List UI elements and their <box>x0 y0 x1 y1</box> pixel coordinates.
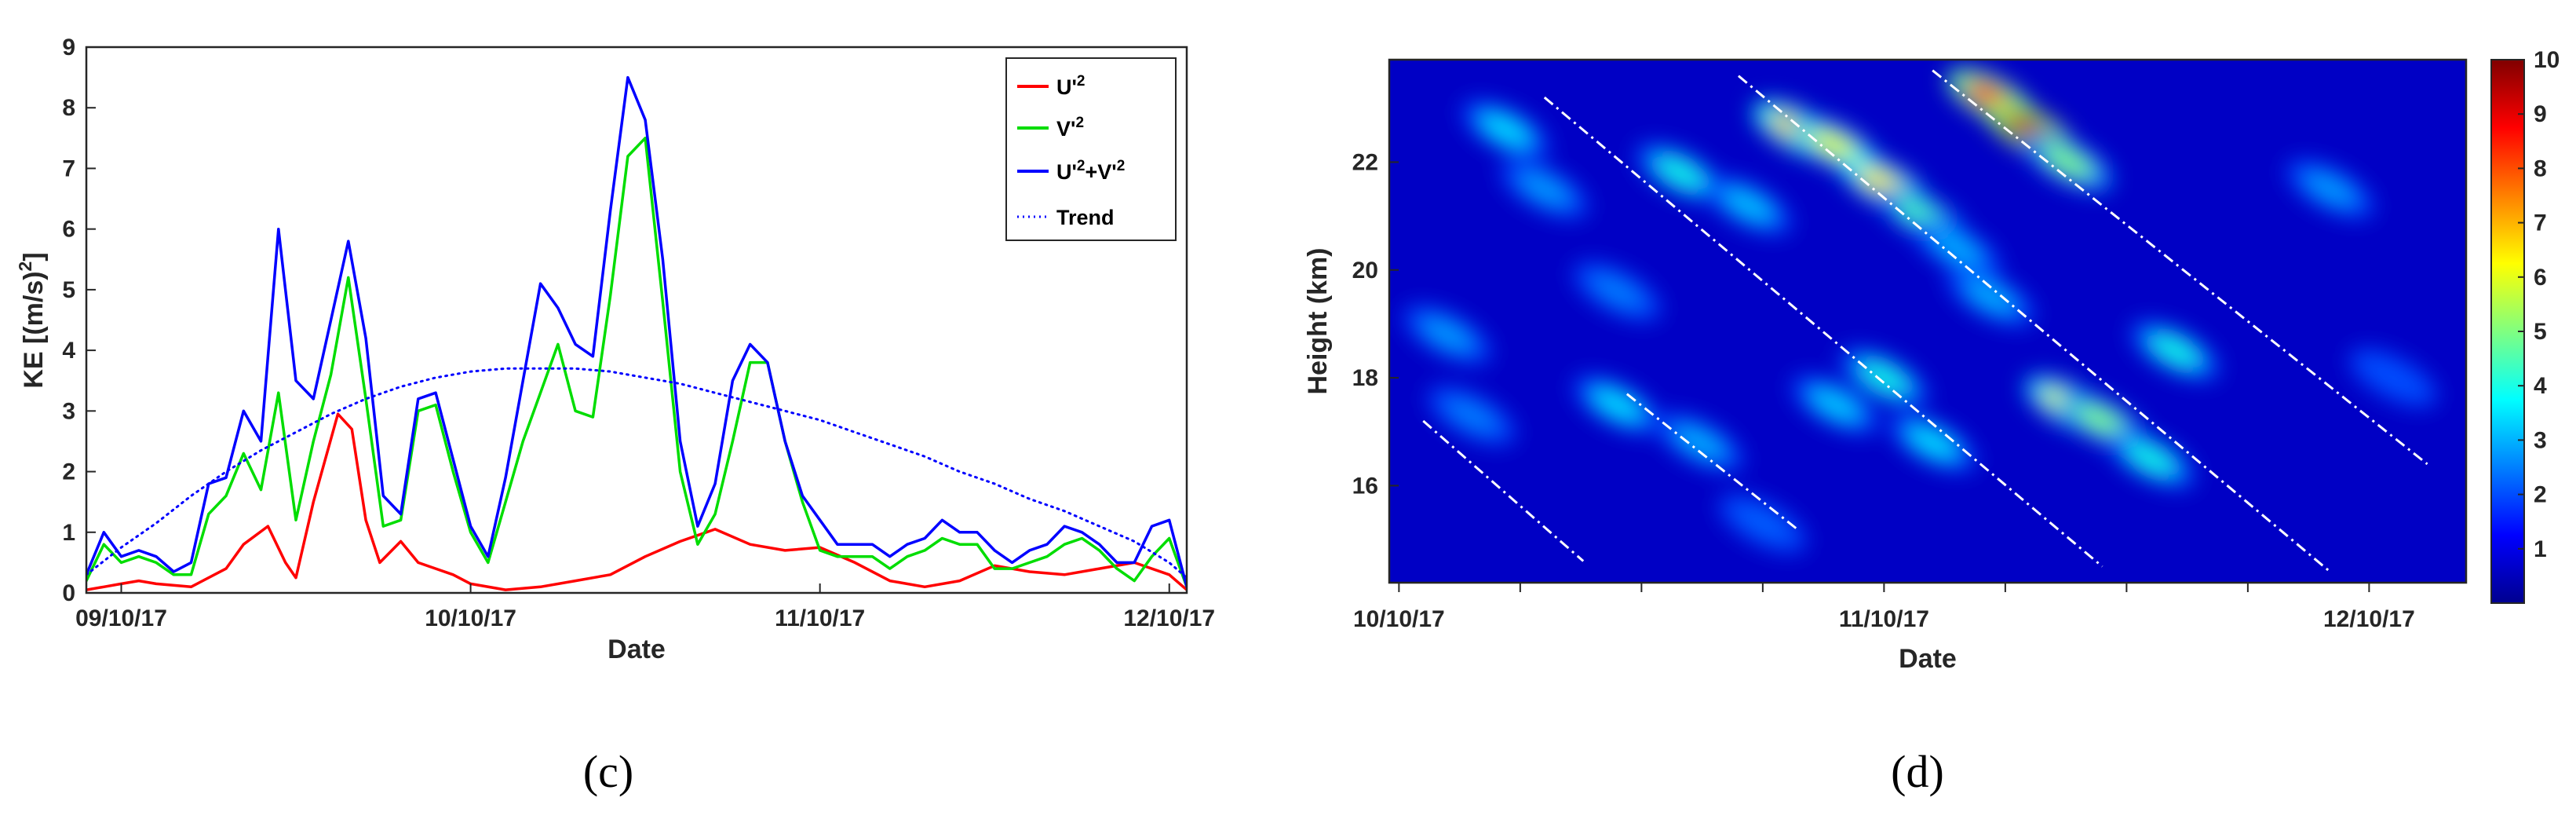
heatmap-y-ticks: 16 18 20 22 <box>1352 149 1399 499</box>
heatmap-feature-core <box>1480 112 1531 147</box>
colorbar <box>2490 59 2525 604</box>
colorbar-tick-label: 5 <box>2534 319 2547 345</box>
chart-c-x-ticks: 09/10/17 10/10/17 11/10/17 12/10/17 <box>75 583 1215 631</box>
colorbar-tick-label: 4 <box>2534 373 2547 399</box>
chart-c-y-tick-label: 3 <box>62 398 75 424</box>
chart-c-series-group <box>86 75 1187 591</box>
heatmap-feature-core <box>2125 441 2176 476</box>
heatmap-trend-line-4 <box>1932 69 2428 466</box>
colorbar-tick-label: 10 <box>2534 47 2560 73</box>
chart-c-y-tick-label: 9 <box>62 35 75 60</box>
line-chart-panel-c: 0 1 2 3 4 5 6 7 8 9 09/10/17 10/10/17 11/10/17 12/10… <box>15 35 1215 797</box>
legend-label-v2: V'2 <box>1056 115 1084 141</box>
heatmap-x-ticks: 10/10/17 11/10/17 12/10/17 <box>1353 583 2415 632</box>
heatmap-feature-core <box>1655 155 1706 190</box>
heatmap-features <box>1403 68 2438 553</box>
legend-label-u2: U'2 <box>1056 73 1085 99</box>
heatmap-feature-core <box>2042 144 2094 179</box>
heatmap-x-tick-label: 10/10/17 <box>1353 606 1445 632</box>
chart-c-y-tick-label: 2 <box>62 459 75 485</box>
heatmap-x-tick-label: 11/10/17 <box>1839 606 1929 632</box>
chart-c-y-tick-label: 5 <box>62 277 75 303</box>
legend-label-sum: U'2+V'2 <box>1056 158 1125 184</box>
heatmap-trend-line-1 <box>1626 393 1798 530</box>
heatmap-trend-line-3 <box>1738 75 2331 573</box>
heatmap-axes-box <box>1388 58 2468 584</box>
heatmap-trend-lines <box>1422 69 2428 573</box>
heatmap-feature-core <box>1591 274 1644 309</box>
heatmap-feature-core <box>1737 507 1789 540</box>
chart-c-x-axis-label: Date <box>608 635 666 664</box>
colorbar-ticks: 1 2 3 4 5 6 7 8 9 10 <box>2518 47 2560 562</box>
chart-c-y-tick-label: 8 <box>62 95 75 121</box>
chart-c-x-tick-label: 09/10/17 <box>75 605 167 631</box>
heatmap-feature-core <box>2149 334 2201 368</box>
chart-c-axes-box <box>85 46 1188 594</box>
heatmap-y-tick-label: 18 <box>1352 365 1378 391</box>
chart-c-x-tick-label: 11/10/17 <box>775 605 865 631</box>
heatmap-feature-core <box>1591 387 1644 422</box>
heatmap-feature-core <box>1519 172 1571 207</box>
chart-c-legend: U'2 V'2 U'2+V'2 Trend <box>1005 57 1177 241</box>
heatmap-trend-line-0 <box>1422 419 1585 562</box>
colorbar-tick-label: 3 <box>2534 427 2547 453</box>
legend-label-trend: Trend <box>1056 206 1115 229</box>
series-line-2 <box>86 75 1187 589</box>
heatmap-y-tick-label: 22 <box>1352 149 1378 175</box>
series-line-0 <box>86 412 1187 591</box>
heatmap-feature-core <box>1858 360 1910 395</box>
chart-c-y-axis-label: KE [(m/s)2] <box>15 252 49 388</box>
panel-label-d: (d) <box>1891 746 1944 797</box>
heatmap-feature-core <box>1906 426 1958 459</box>
colorbar-tick-label: 2 <box>2534 482 2547 508</box>
colorbar-tick-label: 9 <box>2534 101 2547 127</box>
colorbar-tick-label: 6 <box>2534 265 2547 291</box>
colorbar-tick-label: 7 <box>2534 210 2547 236</box>
series-line-3 <box>86 367 1187 580</box>
heatmap-background <box>1389 60 2466 583</box>
heatmap-y-tick-label: 16 <box>1352 473 1378 499</box>
heatmap-x-axis-label: Date <box>1899 644 1957 674</box>
chart-c-x-tick-label: 12/10/17 <box>1123 605 1215 631</box>
heatmap-feature-core <box>2304 172 2356 207</box>
heatmap-feature-core <box>1722 188 1774 222</box>
heatmap-feature-core <box>1421 317 1473 352</box>
heatmap-feature-core <box>1673 426 1726 459</box>
panel-label-c: (c) <box>583 746 633 797</box>
chart-c-y-ticks: 0 1 2 3 4 5 6 7 8 9 <box>62 35 96 606</box>
heatmap-feature-core <box>1965 280 2016 314</box>
heatmap-trend-line-2 <box>1543 96 2103 568</box>
chart-c-y-tick-label: 0 <box>62 580 75 606</box>
heatmap-feature-core <box>2076 404 2129 438</box>
heatmap-feature-core <box>1810 129 1862 163</box>
heatmap-feature-core <box>1931 231 1983 265</box>
heatmap-feature-core <box>1810 387 1862 422</box>
heatmap-feature-core <box>2367 360 2419 395</box>
heatmap-y-axis-label: Height (km) <box>1303 248 1333 395</box>
heatmap-y-tick-label: 20 <box>1352 258 1378 283</box>
chart-c-y-tick-label: 6 <box>62 217 75 243</box>
series-line-1 <box>86 137 1187 589</box>
chart-c-y-tick-label: 1 <box>62 520 75 546</box>
chart-c-y-tick-label: 4 <box>62 338 75 364</box>
heatmap-x-tick-label: 12/10/17 <box>2323 606 2415 632</box>
heatmap-feature-core <box>1446 398 1498 433</box>
colorbar-tick-label: 1 <box>2534 536 2547 562</box>
chart-c-legend-box <box>1005 57 1177 241</box>
chart-c-x-tick-label: 10/10/17 <box>425 605 516 631</box>
chart-c-y-tick-label: 7 <box>62 155 75 181</box>
colorbar-tick-label: 8 <box>2534 155 2547 181</box>
